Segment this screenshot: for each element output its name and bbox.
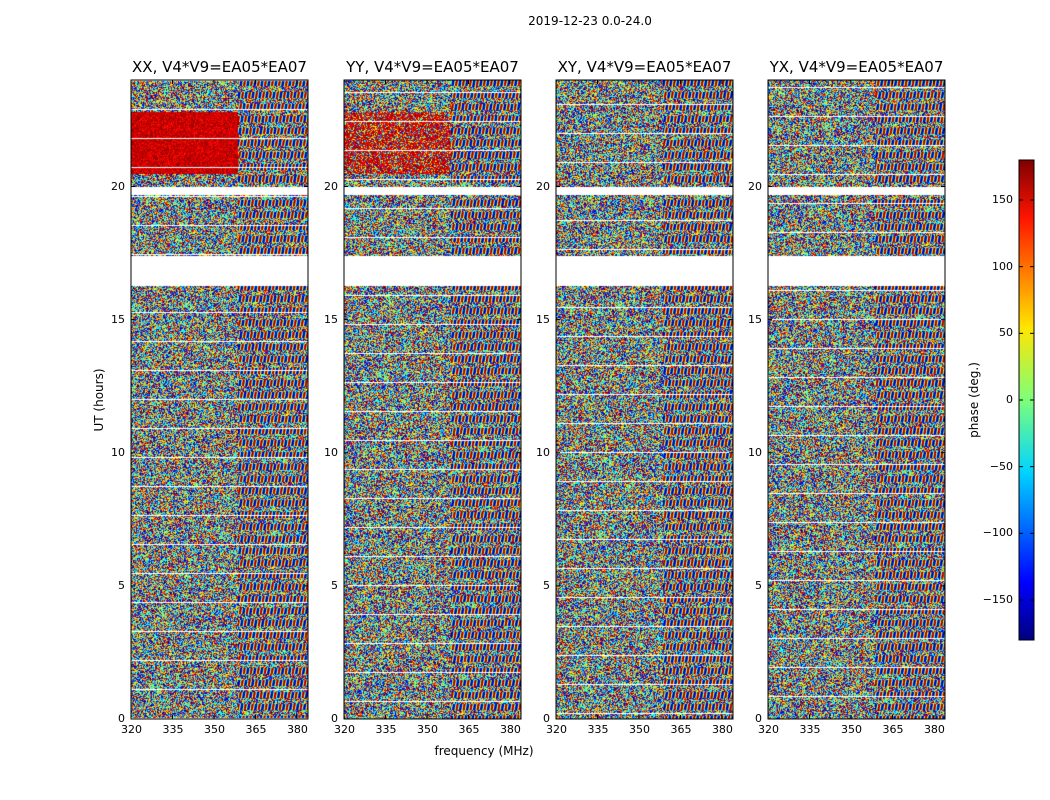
colorbar-tick-label: 100 <box>992 259 1013 273</box>
x-tick-label: 350 <box>203 723 225 736</box>
axes-frame <box>343 79 522 720</box>
phase-image <box>556 80 733 719</box>
x-tick-label: 320 <box>121 723 142 736</box>
phase-image <box>344 80 521 719</box>
y-tick-label: 20 <box>324 179 338 193</box>
y-tick-label: 5 <box>543 578 550 592</box>
figure-title: 2019-12-23 0.0-24.0 <box>528 14 652 28</box>
y-tick-label: 15 <box>324 312 338 326</box>
colorbar-tick-label: −100 <box>982 526 1013 540</box>
y-tick-label: 20 <box>111 179 125 193</box>
phase-image <box>768 80 945 719</box>
x-tick-label: 320 <box>758 723 779 736</box>
panel-title: XX, V4*V9=EA05*EA07 <box>132 58 307 76</box>
panel-title: YY, V4*V9=EA05*EA07 <box>346 58 519 76</box>
y-tick-label: 20 <box>748 179 762 193</box>
x-tick-label: 335 <box>587 723 609 736</box>
colorbar-tick-label: −50 <box>989 459 1013 473</box>
colorbar-tick-label: 0 <box>1006 393 1013 406</box>
x-tick-label: 365 <box>245 723 267 736</box>
x-tick-label: 350 <box>416 723 438 736</box>
x-tick-label: 320 <box>334 723 355 736</box>
panel-2 <box>343 79 522 720</box>
colorbar-label: phase (deg.) <box>967 362 981 438</box>
panel-3 <box>555 79 734 720</box>
y-tick-label: 15 <box>748 312 762 326</box>
axes-frame <box>767 79 946 720</box>
y-tick-label: 0 <box>331 712 338 725</box>
y-tick-label: 5 <box>118 578 125 592</box>
panel-title: YX, V4*V9=EA05*EA07 <box>769 58 944 76</box>
x-tick-label: 350 <box>840 723 862 736</box>
y-tick-label: 10 <box>111 445 125 459</box>
y-tick-label: 0 <box>543 712 550 725</box>
colorbar-tick-label: 150 <box>992 193 1013 206</box>
y-tick-label: 10 <box>324 445 338 459</box>
x-tick-label: 335 <box>162 723 184 736</box>
y-tick-label: 0 <box>755 712 762 725</box>
x-tick-label: 320 <box>546 723 567 736</box>
x-tick-label: 380 <box>499 723 521 736</box>
y-tick-label: 10 <box>536 445 550 459</box>
axes-frame <box>555 79 734 720</box>
x-tick-label: 380 <box>711 723 733 736</box>
axes-frame <box>130 79 309 720</box>
panel-4 <box>767 79 946 720</box>
x-tick-label: 335 <box>799 723 821 736</box>
x-tick-label: 365 <box>882 723 904 736</box>
y-tick-label: 5 <box>331 578 338 592</box>
y-tick-label: 20 <box>536 179 550 193</box>
x-tick-label: 380 <box>286 723 308 736</box>
x-tick-label: 380 <box>923 723 945 736</box>
colorbar <box>1018 159 1035 641</box>
y-tick-label: 15 <box>536 312 550 326</box>
x-tick-label: 350 <box>628 723 650 736</box>
colorbar-tick-label: −150 <box>982 593 1013 606</box>
x-tick-label: 365 <box>670 723 692 736</box>
x-tick-label: 365 <box>458 723 480 736</box>
y-tick-label: 15 <box>111 312 125 326</box>
y-tick-label: 10 <box>748 445 762 459</box>
y-tick-label: 5 <box>755 578 762 592</box>
x-axis-label: frequency (MHz) <box>434 744 534 758</box>
y-axis-label: UT (hours) <box>92 368 106 432</box>
phase-image <box>131 80 308 719</box>
panel-1 <box>130 79 309 720</box>
x-tick-label: 335 <box>375 723 397 736</box>
colorbar-tick-label: 50 <box>999 326 1013 340</box>
y-tick-label: 0 <box>118 712 125 725</box>
panel-title: XY, V4*V9=EA05*EA07 <box>557 58 732 76</box>
